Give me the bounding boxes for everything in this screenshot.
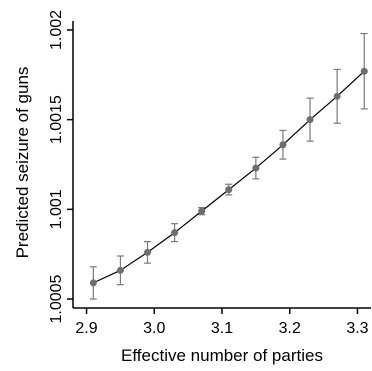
data-point [306, 116, 314, 124]
y-axis: 1.0005 1.001 1.0015 1.002 [48, 10, 73, 324]
x-axis: 2.9 3.0 3.1 3.2 3.3 [75, 308, 369, 337]
y-axis-title: Predicted seizure of guns [13, 67, 32, 259]
x-tick-label: 3.1 [211, 320, 233, 337]
x-axis-title: Effective number of parties [121, 346, 323, 365]
data-point [333, 92, 341, 100]
data-points [89, 67, 368, 287]
data-point [225, 186, 233, 194]
x-tick-label: 2.9 [75, 320, 97, 337]
data-point [252, 164, 260, 172]
data-point [171, 229, 179, 237]
data-point [89, 279, 97, 287]
data-point [144, 248, 151, 256]
error-bars [89, 32, 368, 300]
data-point [279, 141, 287, 149]
x-tick-label: 3.3 [346, 320, 368, 337]
y-tick-label: 1.0005 [48, 274, 65, 323]
data-point [198, 207, 206, 215]
x-tick-label: 3.0 [143, 320, 165, 337]
data-point [360, 67, 368, 75]
y-tick-label: 1.0015 [48, 95, 65, 144]
plot-area [72, 21, 371, 309]
series-line [93, 70, 365, 284]
x-tick-label: 3.2 [279, 320, 301, 337]
y-tick-label: 1.002 [48, 10, 65, 50]
data-point [116, 266, 124, 274]
fit-line [93, 70, 365, 284]
y-tick-label: 1.001 [48, 189, 65, 229]
